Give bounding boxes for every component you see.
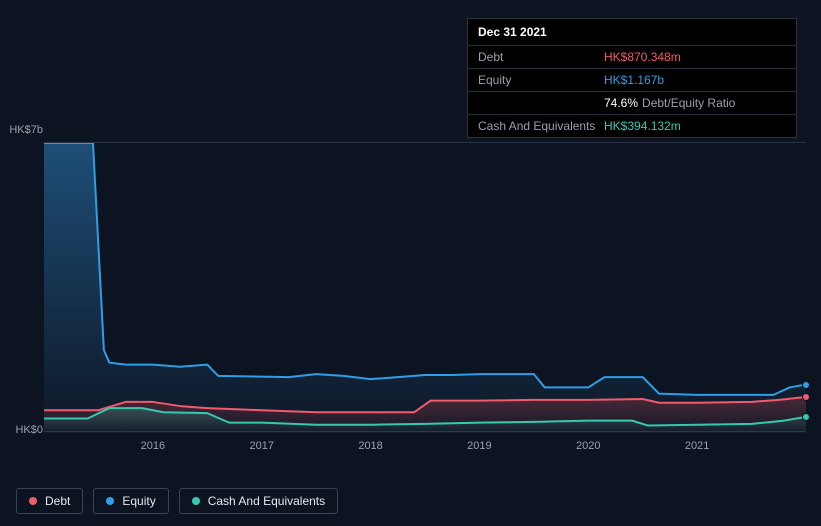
legend: Debt Equity Cash And Equivalents [16,488,338,514]
series-end-dot [802,413,810,421]
x-tick: 2019 [467,440,491,452]
series-end-dot [802,393,810,401]
tooltip-row-value: HK$870.348m [604,50,681,64]
tooltip-row: DebtHK$870.348m [468,46,796,69]
tooltip-row-label [478,96,604,110]
x-axis: 2016 2017 2018 2019 2020 2021 [44,440,806,460]
y-tick-bottom: HK$0 [0,424,43,436]
x-tick: 2017 [249,440,273,452]
series-line-equity [44,143,806,395]
series-end-dot [802,381,810,389]
y-tick-top: HK$7b [0,124,43,136]
x-tick: 2018 [358,440,382,452]
x-tick: 2021 [685,440,709,452]
legend-dot-icon [192,497,200,505]
legend-label: Cash And Equivalents [208,494,325,508]
legend-dot-icon [29,497,37,505]
legend-label: Debt [45,494,70,508]
legend-item-cash-and-equivalents[interactable]: Cash And Equivalents [179,488,338,514]
debt-equity-chart[interactable]: HK$7b HK$0 201620172018201920202021 [16,120,806,470]
tooltip-row-label: Equity [478,73,604,87]
tooltip-row-label: Debt [478,50,604,64]
legend-dot-icon [106,497,114,505]
legend-label: Equity [122,494,155,508]
tooltip-row: 74.6% Debt/Equity Ratio [468,92,796,115]
series-area-equity [44,143,806,433]
legend-item-debt[interactable]: Debt [16,488,83,514]
plot-area[interactable] [44,142,806,432]
plot-svg [44,143,806,433]
tooltip-row: EquityHK$1.167b [468,69,796,92]
tooltip-row-suffix: Debt/Equity Ratio [642,96,735,110]
x-tick: 2016 [141,440,165,452]
tooltip-date: Dec 31 2021 [468,19,796,46]
legend-item-equity[interactable]: Equity [93,488,168,514]
tooltip-row-value: 74.6% [604,96,638,110]
x-tick: 2020 [576,440,600,452]
tooltip-row-value: HK$1.167b [604,73,664,87]
